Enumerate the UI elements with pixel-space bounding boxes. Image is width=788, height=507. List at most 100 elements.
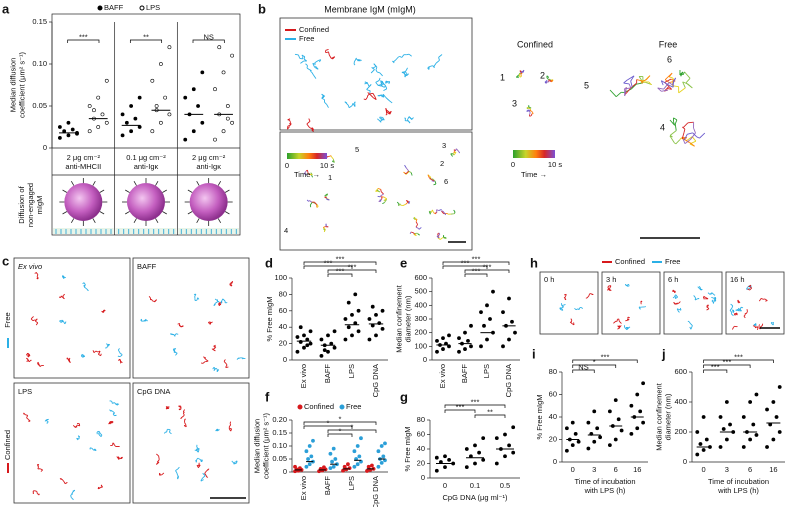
track xyxy=(215,428,218,432)
track xyxy=(379,118,383,121)
x-tick-label: Ex vivo xyxy=(438,364,447,388)
track xyxy=(431,179,435,182)
track xyxy=(743,314,746,317)
data-point xyxy=(481,436,486,441)
track xyxy=(438,232,441,235)
track xyxy=(408,53,412,57)
track xyxy=(729,310,732,313)
track xyxy=(70,495,72,498)
data-point xyxy=(366,464,371,469)
data-point xyxy=(158,120,163,125)
receptor xyxy=(92,181,96,186)
data-point xyxy=(481,457,486,462)
data-point xyxy=(346,300,351,305)
track xyxy=(177,475,179,479)
data-point xyxy=(341,468,345,473)
track xyxy=(26,417,29,420)
track xyxy=(706,304,709,307)
data-point xyxy=(104,78,109,83)
track xyxy=(686,136,693,141)
track xyxy=(156,453,159,457)
data-point xyxy=(87,104,92,108)
track xyxy=(110,400,113,402)
data-point xyxy=(721,427,726,431)
track xyxy=(148,296,151,299)
track xyxy=(698,286,702,289)
track xyxy=(324,101,328,105)
track xyxy=(682,71,685,75)
x-tick-label: 3 xyxy=(725,465,729,474)
track xyxy=(229,421,232,424)
track xyxy=(213,344,216,347)
data-point xyxy=(352,464,357,469)
cell xyxy=(64,183,103,221)
data-point xyxy=(695,452,700,457)
diagram-label: Diffusion of xyxy=(17,185,26,223)
track xyxy=(683,128,686,133)
track xyxy=(311,175,314,178)
data-point xyxy=(447,457,451,462)
track xyxy=(366,89,369,91)
track xyxy=(529,108,532,111)
track xyxy=(365,96,368,101)
track xyxy=(444,213,447,216)
track xyxy=(63,481,66,484)
significance-label: * xyxy=(593,357,596,366)
track xyxy=(214,298,218,301)
data-point xyxy=(491,289,495,294)
track xyxy=(60,320,64,323)
data-point xyxy=(200,120,205,125)
track xyxy=(60,295,62,298)
data-point xyxy=(503,432,507,437)
data-point xyxy=(629,403,634,408)
legend-label: LPS xyxy=(146,3,160,12)
track xyxy=(749,284,752,287)
track xyxy=(671,77,674,80)
track xyxy=(756,326,759,329)
track xyxy=(737,299,740,302)
x-axis-label: with LPS (h) xyxy=(584,486,626,495)
track xyxy=(758,327,761,330)
track xyxy=(353,63,356,66)
track xyxy=(383,196,387,200)
track xyxy=(636,79,643,82)
track xyxy=(23,412,25,415)
membrane xyxy=(178,228,239,234)
track xyxy=(381,197,383,200)
data-point xyxy=(350,333,354,338)
data-point xyxy=(441,347,445,351)
track-number: 1 xyxy=(328,173,332,182)
track xyxy=(117,456,121,459)
track xyxy=(434,181,437,185)
track xyxy=(545,80,548,82)
panel-label: f xyxy=(265,389,270,404)
track xyxy=(175,468,179,472)
data-point xyxy=(58,125,62,129)
track xyxy=(415,218,418,222)
track xyxy=(305,63,308,66)
data-point xyxy=(332,329,337,334)
track xyxy=(678,301,681,304)
track xyxy=(218,302,220,305)
panel-label: c xyxy=(2,253,9,268)
track xyxy=(370,94,374,99)
track xyxy=(688,321,691,324)
track xyxy=(234,462,237,465)
track xyxy=(32,319,36,322)
track xyxy=(682,139,686,144)
track xyxy=(561,306,565,309)
significance-bracket xyxy=(327,273,353,277)
track xyxy=(100,353,102,356)
track xyxy=(375,188,379,192)
track xyxy=(711,292,715,296)
data-point xyxy=(616,417,621,422)
x-tick-label: 3 xyxy=(592,465,596,474)
significance-label: *** xyxy=(472,266,481,275)
track xyxy=(328,54,332,59)
track xyxy=(300,60,304,64)
track xyxy=(673,142,677,145)
y-tick-label: 0.10 xyxy=(32,59,47,68)
track xyxy=(607,287,609,289)
y-axis-label: diameter (nm) xyxy=(663,393,672,440)
data-point xyxy=(62,129,67,134)
